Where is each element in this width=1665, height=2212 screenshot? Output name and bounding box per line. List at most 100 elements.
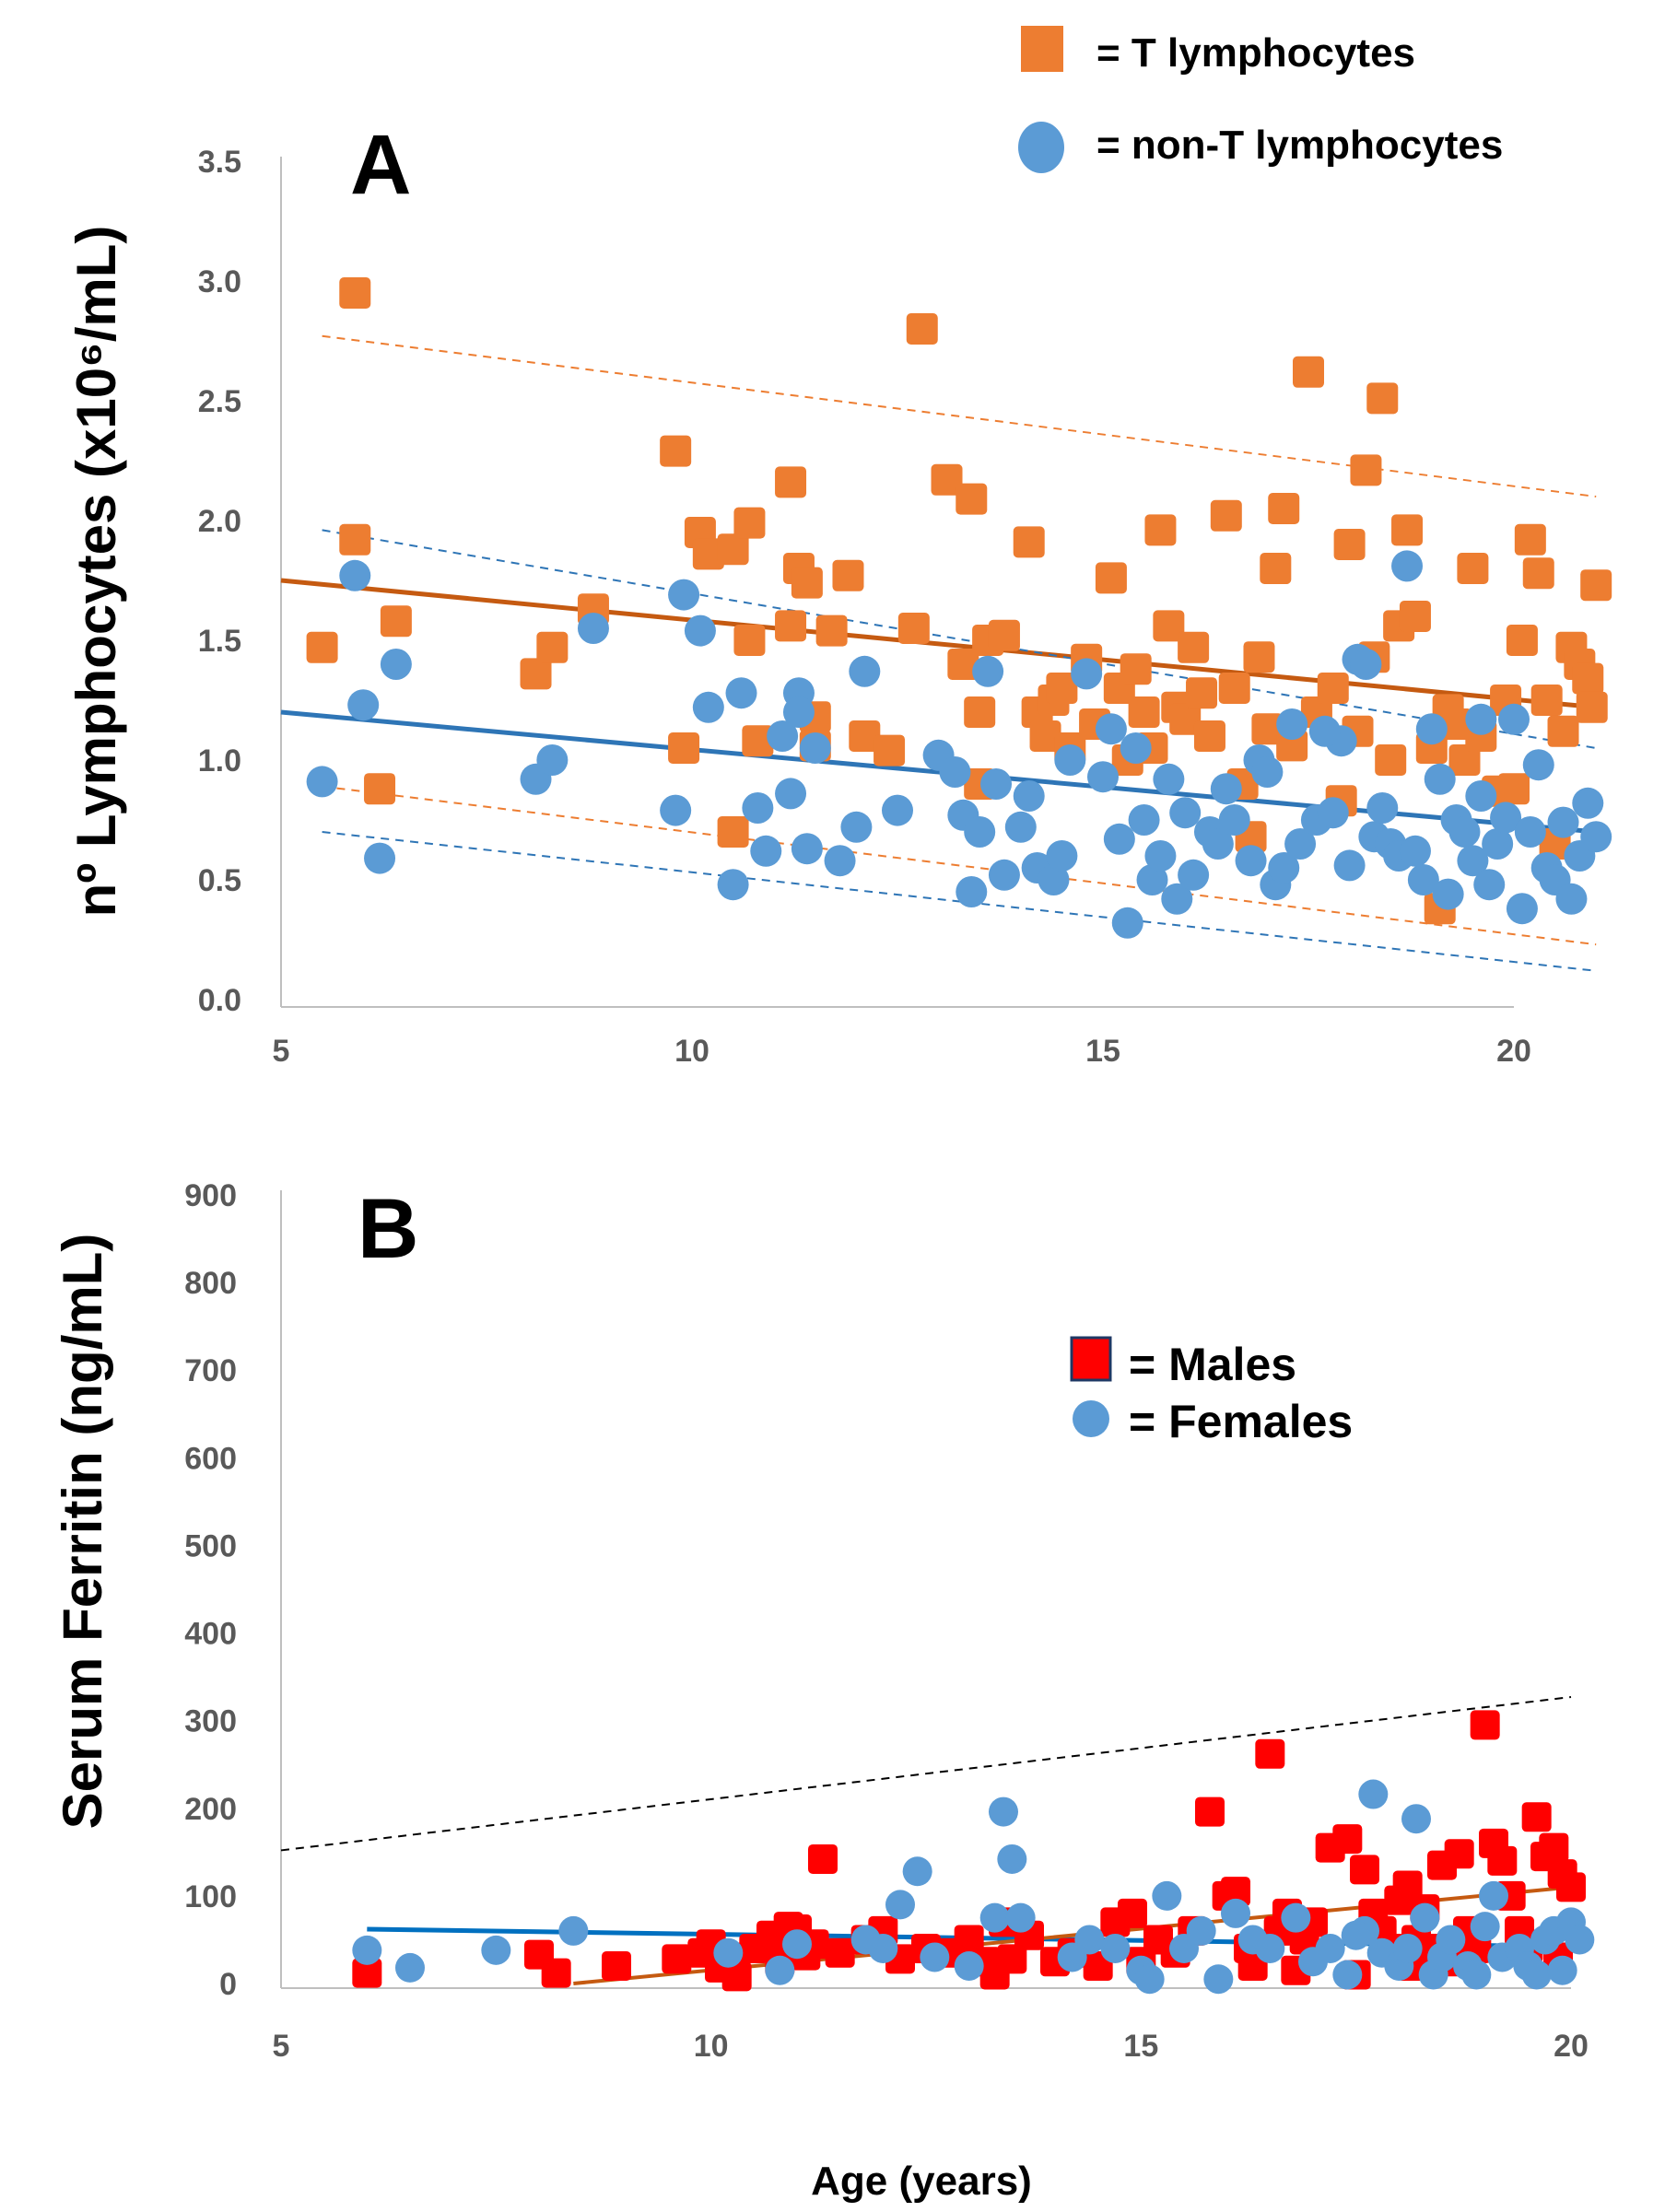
female-point: [997, 1843, 1027, 1874]
t-cells-fit-line: [280, 578, 1597, 710]
non-t-lymphocyte-point: [1268, 852, 1300, 884]
panel-a-y-axis-title: nº Lymphocytes (x10⁶/mL): [65, 226, 127, 918]
non-t-lymphocyte-point: [882, 794, 913, 826]
female-point: [1315, 1933, 1345, 1963]
female-point: [765, 1955, 795, 1985]
non-t-lymphocyte-point: [668, 579, 700, 611]
non-t-lymphocyte-point: [956, 876, 988, 907]
non-t-lymphocyte-point: [1153, 763, 1185, 795]
non-t-lymphocyte-point: [1308, 715, 1341, 747]
female-point: [954, 1950, 984, 1981]
non-t-lymphocyte-point: [1235, 845, 1267, 877]
non-t-lymphocyte-point: [1144, 840, 1177, 872]
non-t-lymphocyte-point: [964, 816, 996, 848]
female-point: [395, 1952, 425, 1983]
t-lymphocyte-point: [1457, 553, 1489, 584]
ci-t-line: [322, 334, 1597, 497]
male-point: [1487, 1845, 1518, 1876]
female-point: [902, 1856, 932, 1887]
x-tick-label: 20: [1554, 2029, 1589, 2064]
non-t-lymphocyte-point: [1276, 708, 1308, 740]
t-lymphocyte-point: [520, 658, 552, 690]
y-tick-label: 2.5: [198, 384, 241, 419]
panel-a-lines: [280, 334, 1597, 972]
t-lymphocyte-point: [1547, 715, 1579, 747]
female-point: [1547, 1955, 1577, 1985]
t-lymphocyte-point: [1530, 685, 1563, 716]
female-point: [481, 1935, 511, 1965]
non-t-lymphocyte-point: [1128, 804, 1160, 836]
t-lymphocyte-point: [733, 625, 766, 656]
female-point: [1470, 1912, 1500, 1942]
female-point: [1005, 1902, 1036, 1933]
non-t-lymphocyte-point: [1555, 883, 1588, 915]
t-lymphocyte-point: [306, 631, 338, 663]
y-tick-label: 1.5: [198, 624, 241, 659]
t-lymphocyte-point: [660, 435, 692, 467]
male-point: [1221, 1877, 1250, 1907]
non-t-lymphocyte-point: [1482, 828, 1514, 860]
non-t-lymphocyte-point: [339, 559, 371, 591]
panel-a-series-non-t-lymphocytes: [306, 550, 1612, 939]
female-point: [885, 1890, 915, 1920]
non-t-lymphocyte-point: [380, 649, 412, 680]
t-lymphocyte-point: [742, 725, 774, 757]
female-point: [979, 1902, 1010, 1933]
t-lymphocyte-point: [1399, 601, 1431, 632]
t-lymphocyte-point: [733, 507, 766, 539]
non-t-lymphocyte-point: [1013, 780, 1045, 812]
non-t-lymphocyte-point: [1136, 864, 1168, 895]
x-tick-label: 10: [694, 2029, 729, 2064]
non-t-lymphocyte-point: [1580, 821, 1612, 853]
panel-b-y-axis-title: Serum Ferritin (ng/mL): [52, 1234, 113, 1830]
non-t-lymphocyte-point: [1572, 787, 1604, 819]
ci-non-t-line: [322, 529, 1597, 749]
non-t-lymphocyte-point: [840, 811, 873, 843]
t-lymphocyte-point: [1350, 454, 1382, 486]
non-t-lymphocyte-point: [1169, 797, 1202, 829]
x-tick-label: 15: [1123, 2029, 1158, 2064]
female-point: [1461, 1960, 1492, 1990]
t-lymphocyte-point: [775, 610, 807, 642]
non-t-lymphocyte-point: [1432, 878, 1464, 910]
non-t-lymphocyte-point: [1490, 802, 1522, 834]
x-tick-label: 10: [674, 1034, 709, 1069]
panel-b-x-axis-title: Age (years): [811, 2159, 1032, 2204]
t-lymphocyte-point: [380, 605, 412, 638]
t-lymphocyte-point: [1580, 569, 1612, 602]
non-t-lymphocyte-point: [364, 842, 396, 874]
y-tick-label: 300: [184, 1704, 237, 1739]
male-point: [1332, 1824, 1363, 1855]
non-t-lymphocyte-point: [767, 720, 799, 752]
female-point: [1221, 1898, 1250, 1928]
non-t-lymphocyte-point: [306, 766, 338, 798]
x-tick-label: 20: [1496, 1034, 1531, 1069]
panel-a-legend: = T lymphocytes = non-T lymphocytes: [1018, 26, 1503, 173]
t-lymphocyte-point: [1029, 720, 1061, 752]
panel-b-series-females: [352, 1779, 1595, 1995]
t-lymphocyte-point: [1186, 677, 1218, 709]
panel-b-x-ticks: 5 10 15 20: [273, 2029, 1589, 2064]
female-point: [1401, 1804, 1431, 1834]
t-lymphocyte-point: [931, 463, 963, 496]
t-lymphocyte-point: [1210, 499, 1242, 532]
non-t-lymphocyte-point: [1210, 773, 1242, 805]
non-t-lymphocyte-point: [1514, 816, 1546, 848]
legend-females-marker: [1073, 1400, 1109, 1437]
t-lymphocyte-point: [874, 734, 906, 767]
male-point: [541, 1958, 571, 1988]
non-t-lymphocyte-point: [972, 655, 1004, 687]
female-point: [1255, 1933, 1285, 1963]
non-t-lymphocyte-point: [1095, 713, 1127, 745]
t-lymphocyte-point: [1514, 523, 1546, 556]
panel-a: 0.0 0.5 1.0 1.5 2.0 2.5 3.0 3.5 5 10 15 20 A nº Ly…: [65, 26, 1612, 1069]
male-point: [1195, 1797, 1225, 1827]
non-t-lymphocyte-point: [1046, 840, 1078, 872]
t-lymphocyte-point: [947, 649, 979, 680]
non-t-lymphocyte-point: [1120, 732, 1152, 764]
t-lymphocyte-point: [1522, 557, 1554, 590]
female-point: [868, 1933, 898, 1963]
non-t-lymphocyte-point: [725, 677, 757, 709]
t-lymphocyte-point: [1576, 691, 1608, 723]
non-t-lymphocyte-point: [1251, 756, 1284, 788]
